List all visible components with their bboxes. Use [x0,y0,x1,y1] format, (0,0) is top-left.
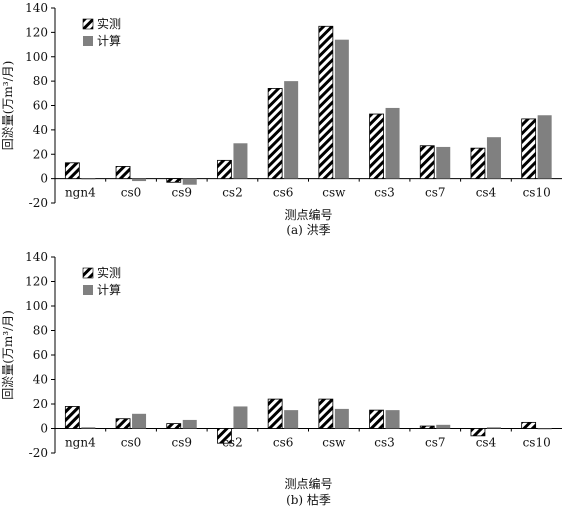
panel-caption: (b) 枯季 [286,492,331,507]
legend-swatch-measured [82,267,94,279]
y-tick-label: 40 [33,373,48,387]
x-tick-label: cs2 [222,186,243,200]
x-axis-title: 测点编号 [284,207,332,222]
x-tick-label: csw [322,186,346,200]
legend-label: 实测 [97,265,121,280]
x-tick-label: cs6 [273,186,294,200]
y-tick-label: -20 [29,446,48,460]
x-tick-label: cs10 [523,186,551,200]
x-tick-label: ngn4 [65,436,96,450]
y-tick-label: 60 [33,99,48,113]
x-tick-label: cs7 [425,186,446,200]
bar-calculated [436,146,451,179]
bar-calculated [132,413,147,429]
y-tick-label: 0 [40,422,48,436]
bar-measured [217,159,232,180]
x-tick-label: cs0 [121,186,142,200]
bar-measured [318,398,334,429]
x-tick-label: cs4 [476,436,497,450]
legend-swatch-measured [82,18,94,30]
panel-caption: (a) 洪季 [286,223,330,237]
bar-measured [470,428,486,437]
y-tick-label: 120 [25,275,48,289]
x-tick-label: cs10 [523,436,551,450]
x-tick-label: cs3 [374,436,395,450]
bar-measured [419,425,435,429]
bar-calculated [81,178,96,180]
bar-measured [318,25,334,180]
y-tick-label: 60 [33,348,48,362]
bar-measured [369,113,384,180]
x-tick-label: cs9 [171,186,192,200]
x-tick-label: cs2 [222,436,243,450]
y-tick-label: 120 [25,25,48,39]
y-axis-title: 回淤量(万m³/月) [1,61,15,151]
legend-label: 计算 [97,33,121,48]
x-axis-title: 测点编号 [284,476,332,491]
y-tick-label: 100 [25,50,48,64]
bar-measured [470,147,486,180]
bar-calculated [436,424,451,429]
bar-calculated [284,81,299,179]
chart-panel-a: -20 0 20 40 60 80 100 120 140 ngn4 cs0 cs9 cs2 cs6 csw… [1,1,562,237]
bar-measured [267,398,283,429]
chart-panel-b: -20 0 20 40 60 80 100 120 140 ngn4 cs0 cs9 cs2 cs6 csw… [1,250,562,507]
bar-calculated [334,39,349,179]
y-axis-title: 回淤量(万m³/月) [1,310,15,400]
x-tick-label: csw [322,436,346,450]
bar-calculated [132,178,147,182]
bar-measured [267,88,283,180]
bar-calculated [233,143,248,179]
y-tick-label: 40 [33,123,48,137]
x-tick-label: cs9 [171,436,192,450]
y-tick-label: 0 [40,172,48,186]
bar-measured [166,178,182,183]
y-tick-label: 140 [25,1,48,15]
x-tick-label: ngn4 [65,186,96,200]
x-tick-label: cs3 [374,186,395,200]
bar-calculated [334,408,349,429]
bar-measured [115,166,131,180]
bar-measured [166,423,182,429]
bar-calculated [284,410,299,429]
legend-label: 实测 [97,16,121,31]
x-tick-label: cs7 [425,436,446,450]
bar-calculated [81,427,96,429]
y-tick-label: 20 [33,397,48,411]
bar-measured [64,162,80,180]
bar-measured [64,406,80,429]
bar-calculated [182,178,197,185]
bar-calculated [182,419,197,429]
y-tick-label: 80 [33,74,48,88]
bar-measured [217,428,232,444]
y-tick-label: 100 [25,299,48,313]
bar-calculated [486,137,501,179]
bar-measured [115,418,131,429]
bar-calculated [486,427,501,429]
bar-measured [419,145,435,180]
legend-label: 计算 [97,282,121,297]
bar-calculated [537,115,552,179]
legend-swatch-calculated [83,285,93,295]
bar-measured [521,421,537,429]
y-tick-label: -20 [29,196,48,210]
bar-measured [369,409,384,429]
bar-measured [521,118,537,180]
x-tick-label: cs4 [476,186,497,200]
y-tick-label: 140 [25,250,48,264]
bar-calculated [385,107,400,179]
bar-calculated [233,406,248,429]
y-tick-label: 20 [33,147,48,161]
x-tick-label: cs0 [121,436,142,450]
legend-swatch-calculated [83,36,93,46]
y-tick-label: 80 [33,324,48,338]
bar-calculated [385,410,400,429]
x-tick-label: cs6 [273,436,294,450]
bar-calculated [537,428,552,430]
